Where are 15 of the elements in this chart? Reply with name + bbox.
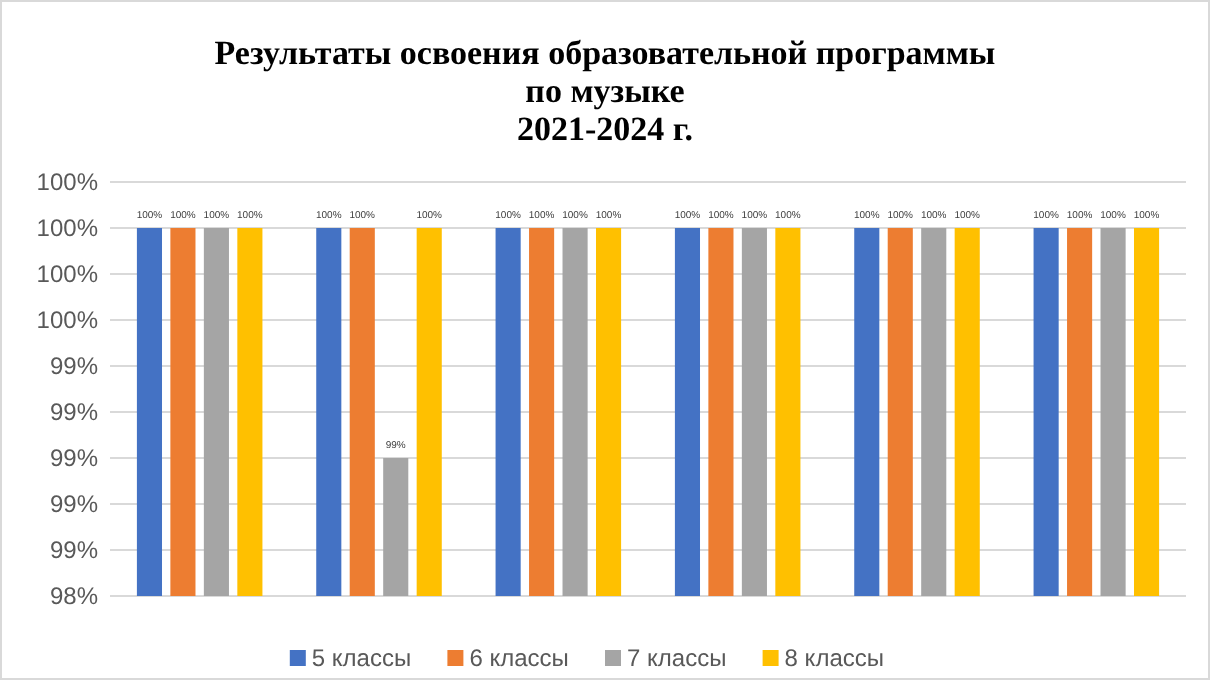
y-tick-label: 98%	[49, 582, 99, 611]
chart-title: Результаты освоения образовательной программы по музыке 2021-2024 г.	[214, 34, 996, 148]
legend-label: 7 классы	[627, 644, 727, 672]
y-tick-label: 99%	[49, 444, 99, 473]
legend-label: 5 классы	[311, 644, 412, 672]
y-tick-label: 100%	[36, 260, 99, 289]
y-tick-label: 99%	[49, 352, 99, 381]
y-tick-label: 100%	[36, 214, 99, 243]
y-tick-label: 99%	[49, 536, 99, 565]
legend-label: 6 классы	[469, 644, 569, 672]
y-tick-label: 99%	[49, 398, 99, 427]
y-tick-label: 99%	[49, 490, 99, 519]
legend-label: 8 классы	[784, 644, 885, 672]
y-tick-label: 100%	[36, 168, 99, 197]
y-tick-label: 100%	[36, 306, 99, 335]
